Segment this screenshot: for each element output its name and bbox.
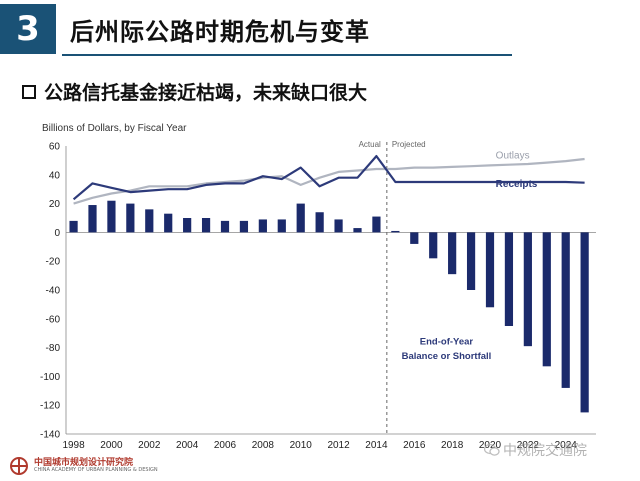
- x-tick-label: 1998: [62, 440, 85, 451]
- x-tick-label: 2018: [441, 440, 464, 451]
- balance-bar: [542, 232, 551, 367]
- y-tick-label: 0: [54, 228, 60, 239]
- balance-bar: [69, 220, 78, 233]
- x-tick-label: 2016: [403, 440, 426, 451]
- balance-bar: [145, 209, 154, 233]
- balance-bar: [296, 203, 305, 233]
- balance-bar: [107, 200, 116, 233]
- balance-bar: [201, 218, 211, 233]
- x-tick-label: 2022: [517, 440, 540, 451]
- balance-bar: [353, 228, 362, 233]
- balance-bar: [391, 230, 400, 233]
- outlays-label: Outlays: [496, 150, 530, 161]
- balance-bar: [429, 232, 438, 259]
- org-name-en: CHINA ACADEMY OF URBAN PLANNING & DESIGN: [34, 467, 158, 473]
- x-tick-label: 2004: [176, 440, 199, 451]
- y-tick-label: -80: [46, 343, 61, 354]
- balance-bar: [334, 219, 343, 233]
- balance-bar: [315, 212, 324, 233]
- watermark: 中规院交通院: [484, 440, 587, 460]
- x-tick-label: 2020: [479, 440, 502, 451]
- shortfall-label-line2: Balance or Shortfall: [402, 351, 492, 362]
- title-underline: [62, 54, 512, 56]
- balance-bar: [164, 213, 173, 233]
- watermark-text: 中规院交通院: [503, 443, 587, 459]
- balance-bar: [239, 220, 249, 233]
- wechat-icon: [484, 443, 500, 456]
- x-tick-label: 2006: [214, 440, 237, 451]
- org-name-cn: 中国城市规划设计研究院: [34, 458, 134, 468]
- y-tick-label: 60: [49, 142, 61, 153]
- y-tick-label: -100: [40, 372, 60, 383]
- y-tick-label: -140: [40, 430, 60, 441]
- y-tick-label: -20: [46, 257, 61, 268]
- y-tick-label: -40: [46, 286, 61, 297]
- org-logo: 中国城市规划设计研究院 CHINA ACADEMY OF URBAN PLANN…: [8, 456, 158, 476]
- square-bullet-icon: [22, 84, 36, 99]
- caupd-logo-icon: [10, 457, 28, 475]
- balance-bar: [183, 218, 192, 233]
- balance-bar: [258, 219, 267, 233]
- bullet-text: 公路信托基金接近枯竭，未来缺口很大: [44, 82, 368, 104]
- bullet-point: 公路信托基金接近枯竭，未来缺口很大: [22, 78, 367, 105]
- balance-bar: [88, 205, 97, 233]
- balance-bar: [410, 232, 419, 244]
- section-number: 3: [0, 4, 56, 54]
- slide-title: 后州际公路时期危机与变革: [70, 18, 370, 46]
- chart-subtitle: Billions of Dollars, by Fiscal Year: [42, 123, 187, 134]
- projected-label: Projected: [392, 140, 426, 149]
- shortfall-label-line1: End-of-Year: [420, 337, 474, 348]
- x-tick-label: 2012: [327, 440, 350, 451]
- receipts-line: [72, 154, 585, 201]
- balance-bar: [277, 219, 286, 233]
- x-tick-label: 2008: [252, 440, 275, 451]
- y-tick-label: 40: [49, 170, 61, 181]
- balance-bar: [580, 232, 589, 413]
- x-tick-label: 2002: [138, 440, 161, 451]
- x-tick-label: 2014: [365, 440, 388, 451]
- balance-bar: [466, 232, 476, 290]
- actual-label: Actual: [359, 140, 381, 149]
- y-tick-label: 20: [49, 199, 61, 210]
- balance-bar: [448, 232, 457, 275]
- x-tick-label: 2024: [555, 440, 578, 451]
- slide-header: 3 后州际公路时期危机与变革: [0, 0, 640, 66]
- balance-bar: [126, 203, 135, 233]
- x-tick-label: 2000: [100, 440, 123, 451]
- trust-fund-chart: Billions of Dollars, by Fiscal Year 60 40 2…: [40, 123, 596, 451]
- balance-bar: [523, 232, 532, 347]
- balance-bar: [561, 232, 570, 388]
- balance-bar: [372, 216, 381, 233]
- x-tick-label: 2010: [290, 440, 313, 451]
- balance-bar: [220, 220, 230, 233]
- outlays-line: [73, 157, 585, 205]
- y-tick-label: -60: [46, 314, 61, 325]
- balance-bar: [504, 232, 514, 326]
- balance-bar: [485, 232, 495, 308]
- y-tick-label: -120: [40, 401, 60, 412]
- receipts-label: Receipts: [496, 179, 538, 190]
